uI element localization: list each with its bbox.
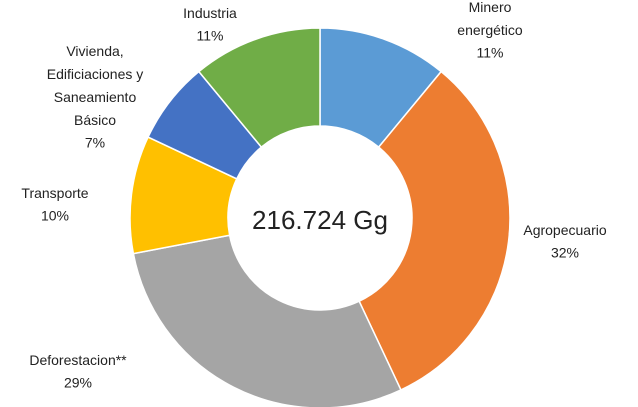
value-label: 11% bbox=[197, 28, 224, 44]
value-label: 11% bbox=[477, 45, 504, 61]
donut-hole bbox=[228, 126, 412, 310]
label-line: Edificiaciones y bbox=[47, 66, 144, 82]
value-label: 7% bbox=[85, 135, 105, 151]
slice-label: Agropecuario bbox=[523, 222, 606, 238]
label-line: Minero bbox=[469, 0, 512, 15]
value-label: 10% bbox=[41, 208, 69, 224]
label-line: Transporte bbox=[21, 185, 88, 201]
label-line: Agropecuario bbox=[523, 222, 606, 238]
label-line: Industria bbox=[183, 5, 237, 21]
label-line: Básico bbox=[74, 112, 116, 128]
label-line: Deforestacion** bbox=[29, 352, 127, 368]
value-label: 32% bbox=[551, 245, 579, 261]
donut-slice bbox=[197, 27, 321, 149]
slice-label: Minero energético bbox=[457, 0, 523, 38]
value-label: 29% bbox=[64, 375, 92, 391]
slice-label: Deforestacion** bbox=[29, 352, 127, 368]
label-line: Vivienda, bbox=[66, 43, 123, 59]
slice-label: Transporte bbox=[21, 185, 88, 201]
label-line: Saneamiento bbox=[54, 89, 137, 105]
center-label: 216.724 Gg bbox=[252, 205, 388, 235]
label-line: energético bbox=[457, 22, 523, 38]
slice-label: Vivienda, Edificiaciones y Saneamiento Bási… bbox=[47, 43, 144, 128]
donut-slice bbox=[358, 70, 511, 391]
slice-label: Industria bbox=[183, 5, 237, 21]
donut-slice bbox=[132, 234, 402, 407]
